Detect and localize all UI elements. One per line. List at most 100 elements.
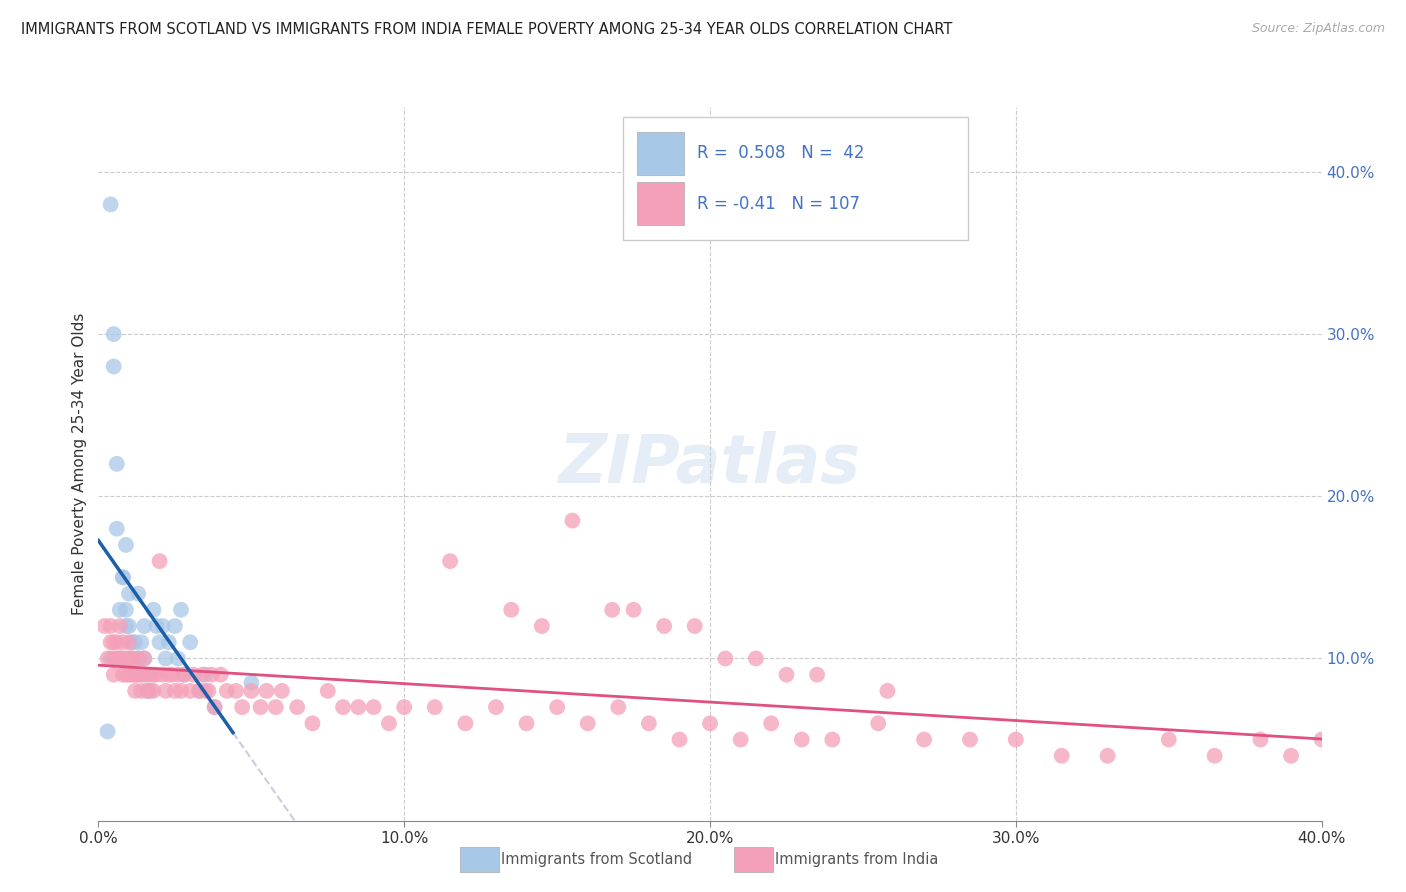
Point [378, 716, 401, 731]
Point [745, 651, 768, 665]
Point [1279, 748, 1302, 763]
Point [118, 651, 141, 665]
Point [179, 635, 201, 649]
Point [103, 359, 125, 374]
Point [240, 684, 263, 698]
Point [1004, 732, 1026, 747]
Point [97, 651, 120, 665]
Point [240, 675, 263, 690]
Point [188, 684, 211, 698]
Point [136, 684, 159, 698]
Point [699, 716, 721, 731]
Point [127, 651, 149, 665]
Point [127, 667, 149, 681]
Point [136, 667, 159, 681]
Point [163, 619, 186, 633]
Point [134, 651, 156, 665]
Point [139, 667, 162, 681]
Point [134, 667, 156, 681]
Point [115, 603, 138, 617]
Point [194, 684, 217, 698]
Point [173, 667, 195, 681]
Point [912, 732, 935, 747]
Point [264, 700, 287, 714]
Point [683, 619, 706, 633]
Point [115, 538, 138, 552]
Point [103, 667, 125, 681]
Point [167, 651, 190, 665]
Point [111, 667, 134, 681]
Point [163, 684, 186, 698]
Point [204, 700, 226, 714]
Point [118, 635, 141, 649]
Point [561, 514, 583, 528]
Point [111, 570, 134, 584]
Point [173, 667, 195, 681]
Point [516, 716, 538, 731]
Text: Source: ZipAtlas.com: Source: ZipAtlas.com [1251, 22, 1385, 36]
Point [637, 716, 661, 731]
Point [108, 651, 131, 665]
Point [530, 619, 553, 633]
Point [152, 667, 174, 681]
Point [103, 651, 125, 665]
Text: ZIPatlas: ZIPatlas [560, 431, 860, 497]
Point [188, 684, 211, 698]
Point [108, 651, 131, 665]
Point [200, 667, 222, 681]
Point [1310, 732, 1333, 747]
Point [209, 667, 232, 681]
Point [103, 327, 125, 342]
Point [115, 651, 138, 665]
Point [1157, 732, 1180, 747]
Point [129, 667, 152, 681]
Point [108, 603, 131, 617]
Point [607, 700, 630, 714]
Point [105, 635, 128, 649]
Point [204, 700, 226, 714]
Point [668, 732, 690, 747]
Point [145, 619, 167, 633]
Point [197, 684, 219, 698]
Point [170, 603, 193, 617]
Point [181, 667, 204, 681]
Point [170, 684, 193, 698]
Point [285, 700, 308, 714]
Point [454, 716, 477, 731]
Point [111, 635, 134, 649]
Point [115, 619, 138, 633]
Point [121, 651, 143, 665]
Point [959, 732, 981, 747]
Point [1097, 748, 1119, 763]
Point [145, 667, 167, 681]
Point [124, 667, 146, 681]
Point [194, 667, 217, 681]
Point [111, 570, 134, 584]
Point [118, 619, 141, 633]
Point [142, 667, 165, 681]
Point [576, 716, 599, 731]
Point [157, 667, 180, 681]
Point [155, 651, 177, 665]
Point [129, 684, 152, 698]
Point [105, 651, 128, 665]
Text: R =  0.508   N =  42: R = 0.508 N = 42 [696, 145, 865, 162]
Point [1204, 748, 1226, 763]
Point [142, 603, 165, 617]
Point [152, 619, 174, 633]
Point [121, 635, 143, 649]
Point [256, 684, 278, 698]
Point [93, 619, 115, 633]
Point [160, 667, 183, 681]
Point [225, 684, 247, 698]
Point [149, 554, 172, 568]
Point [270, 684, 292, 698]
Point [215, 684, 238, 698]
Point [100, 651, 122, 665]
Point [167, 667, 190, 681]
Point [1249, 732, 1271, 747]
Point [118, 667, 141, 681]
Point [124, 684, 146, 698]
Text: R = -0.41   N = 107: R = -0.41 N = 107 [696, 194, 859, 212]
Point [501, 603, 523, 617]
